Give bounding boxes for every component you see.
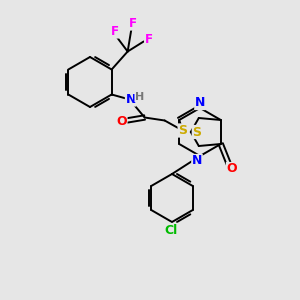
Text: F: F (145, 33, 153, 46)
Text: O: O (116, 115, 127, 128)
Text: S: S (178, 124, 187, 137)
Text: N: N (192, 154, 202, 167)
Text: Cl: Cl (164, 224, 178, 236)
Text: S: S (192, 125, 201, 139)
Text: F: F (111, 25, 119, 38)
Text: O: O (226, 163, 237, 176)
Text: F: F (129, 17, 137, 30)
Text: N: N (195, 97, 205, 110)
Text: N: N (125, 93, 136, 106)
Text: H: H (135, 92, 144, 101)
